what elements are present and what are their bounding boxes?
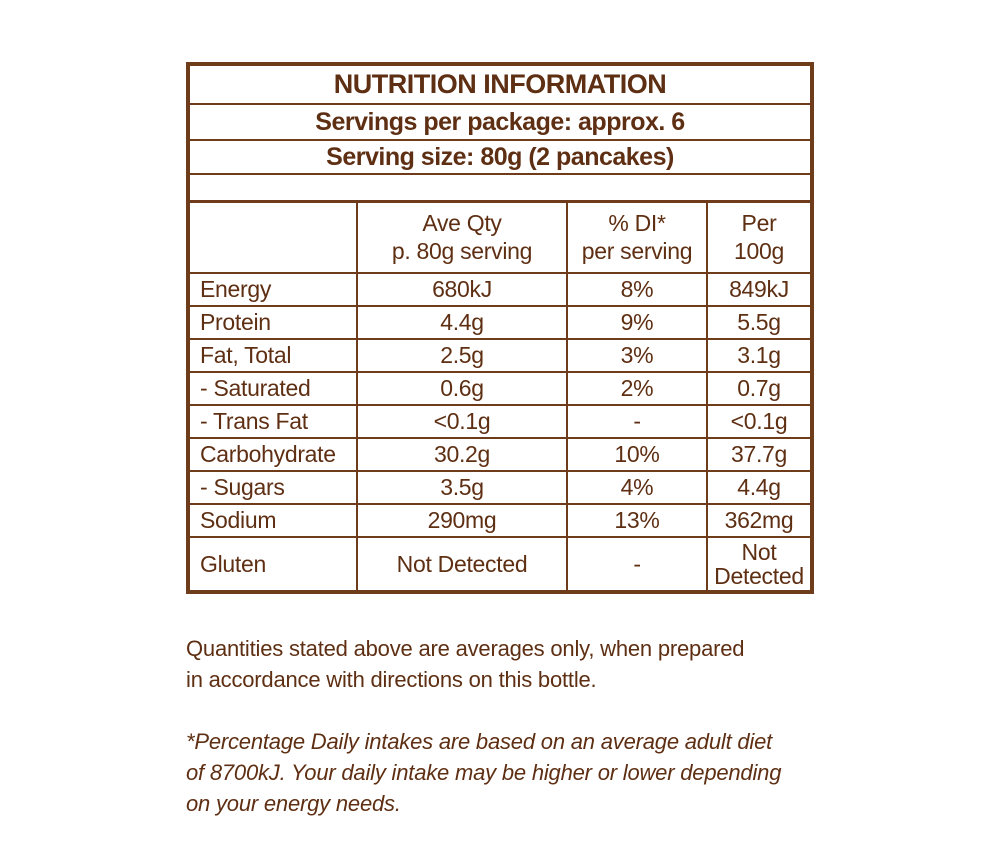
label-title: NUTRITION INFORMATION (190, 66, 810, 106)
ave-qty-value: 680kJ (356, 272, 568, 308)
table-row-trans-fat: - Trans Fat <0.1g - <0.1g (190, 404, 810, 440)
nutrition-table: Ave Qty p. 80g serving % DI* per serving… (190, 203, 810, 591)
table-row-gluten: Gluten Not Detected - Not Detected (190, 536, 810, 591)
daily-intake-note: *Percentage Daily intakes are based on a… (186, 729, 782, 816)
daily-intake-value: - (566, 404, 708, 440)
serving-size: Serving size: 80g (2 pancakes) (190, 141, 810, 176)
nutrient-name: - Saturated (190, 371, 358, 407)
nutrient-name: Energy (190, 272, 358, 308)
nutrient-name: Fat, Total (190, 338, 358, 374)
daily-intake-column-header: % DI* per serving (566, 203, 708, 275)
nutrient-name: Carbohydrate (190, 437, 358, 473)
ave-qty-column-header: Ave Qty p. 80g serving (356, 203, 568, 275)
daily-intake-value: 2% (566, 371, 708, 407)
table-row-fat-total: Fat, Total 2.5g 3% 3.1g (190, 338, 810, 374)
per-100g-value: Not Detected (706, 536, 810, 591)
daily-intake-value: 4% (566, 470, 708, 506)
table-row-carbohydrate: Carbohydrate 30.2g 10% 37.7g (190, 437, 810, 473)
ave-qty-value: 30.2g (356, 437, 568, 473)
spacer-row (190, 175, 810, 204)
ave-qty-value: 3.5g (356, 470, 568, 506)
per-100g-value: 5.5g (706, 305, 810, 341)
table-row-protein: Protein 4.4g 9% 5.5g (190, 305, 810, 341)
daily-intake-value: 8% (566, 272, 708, 308)
nutrient-name: Protein (190, 305, 358, 341)
nutrient-column-header (190, 203, 358, 275)
ave-qty-value: Not Detected (356, 536, 568, 591)
per-100g-value: 0.7g (706, 371, 810, 407)
page-background: NUTRITION INFORMATION Servings per packa… (186, 62, 814, 816)
table-header-row: Ave Qty p. 80g serving % DI* per serving… (190, 203, 810, 275)
per-100g-value: 37.7g (706, 437, 810, 473)
servings-per-package: Servings per package: approx. 6 (190, 105, 810, 141)
per-100g-value: <0.1g (706, 404, 810, 440)
table-row-sodium: Sodium 290mg 13% 362mg (190, 503, 810, 539)
daily-intake-value: - (566, 536, 708, 591)
nutrient-name: Sodium (190, 503, 358, 539)
daily-intake-value: 13% (566, 503, 708, 539)
ave-qty-value: <0.1g (356, 404, 568, 440)
ave-qty-value: 4.4g (356, 305, 568, 341)
nutrient-name: - Sugars (190, 470, 358, 506)
footnotes: Quantities stated above are averages onl… (186, 602, 834, 850)
per-100g-value: 4.4g (706, 470, 810, 506)
ave-qty-value: 0.6g (356, 371, 568, 407)
nutrition-label: NUTRITION INFORMATION Servings per packa… (186, 62, 814, 594)
per-100g-value: 3.1g (706, 338, 810, 374)
per-100g-value: 362mg (706, 503, 810, 539)
ave-qty-value: 290mg (356, 503, 568, 539)
table-row-energy: Energy 680kJ 8% 849kJ (190, 272, 810, 308)
table-row-sugars: - Sugars 3.5g 4% 4.4g (190, 470, 810, 506)
per-100g-column-header: Per 100g (706, 203, 810, 275)
nutrient-name: Gluten (190, 536, 358, 591)
per-100g-value: 849kJ (706, 272, 810, 308)
prepared-note: Quantities stated above are averages onl… (186, 636, 745, 692)
daily-intake-value: 10% (566, 437, 708, 473)
daily-intake-value: 3% (566, 338, 708, 374)
daily-intake-value: 9% (566, 305, 708, 341)
nutrient-name: - Trans Fat (190, 404, 358, 440)
table-row-saturated: - Saturated 0.6g 2% 0.7g (190, 371, 810, 407)
ave-qty-value: 2.5g (356, 338, 568, 374)
